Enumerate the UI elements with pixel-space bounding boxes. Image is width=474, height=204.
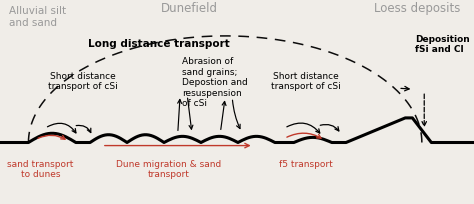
Text: f5 transport: f5 transport — [279, 159, 333, 168]
Text: Dunefield: Dunefield — [161, 2, 218, 15]
Text: Short distance
transport of cSi: Short distance transport of cSi — [48, 71, 118, 91]
Text: Short distance
transport of cSi: Short distance transport of cSi — [271, 71, 341, 91]
Text: sand transport
to dunes: sand transport to dunes — [7, 159, 73, 178]
Text: Dune migration & sand
transport: Dune migration & sand transport — [116, 159, 221, 178]
Text: Abrasion of
sand grains;
Depostion and
resuspension
of cSi: Abrasion of sand grains; Depostion and r… — [182, 57, 248, 108]
Text: Deposition
fSi and Cl: Deposition fSi and Cl — [415, 35, 470, 54]
Text: Loess deposits: Loess deposits — [374, 2, 460, 15]
Text: Alluvial silt
and sand: Alluvial silt and sand — [9, 6, 67, 28]
Text: Long distance transport: Long distance transport — [88, 39, 230, 49]
